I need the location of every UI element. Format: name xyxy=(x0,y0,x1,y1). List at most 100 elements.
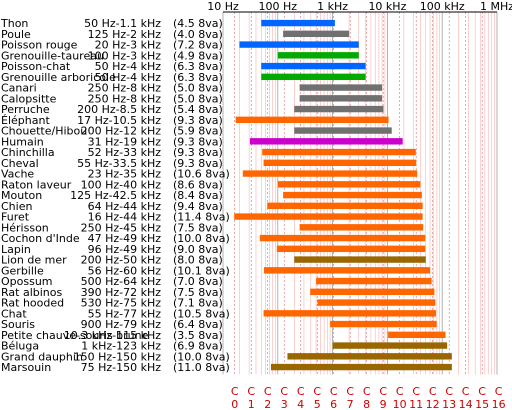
hearing-range-bar xyxy=(235,116,389,124)
hearing-range-bar xyxy=(261,19,335,27)
octave-letter: C xyxy=(495,385,503,398)
animal-name: Grenouille arboricole xyxy=(1,71,116,84)
octave-span: (6.3 8va) xyxy=(173,60,223,73)
octave-number: 12 xyxy=(426,398,440,410)
octave-letter: C xyxy=(297,385,305,398)
frequency-range: 96 Hz-49 kHz xyxy=(88,243,162,256)
hearing-range-bar xyxy=(239,41,359,48)
frequency-range: 50 Hz-4 kHz xyxy=(95,71,162,84)
animal-name: Raton laveur xyxy=(1,178,72,191)
octave-number: 6 xyxy=(330,398,337,410)
rows: Thon 50 Hz-1.1 kHz (4.5 8va) Poule 125 Hz-2 … xyxy=(0,17,452,374)
octave-letter: C xyxy=(429,385,437,398)
hearing-range-bar xyxy=(388,331,446,339)
animal-name: Furet xyxy=(1,211,30,224)
animal-row: Poisson rouge 20 Hz-3 kHz (7.2 8va) xyxy=(1,39,359,52)
octave-span: (9.0 8va) xyxy=(173,243,223,256)
octave-span: (7.2 8va) xyxy=(173,39,223,52)
octave-number: 0 xyxy=(231,398,238,410)
octave-span: (10.6 8va) xyxy=(173,168,230,181)
frequency-range: 250 Hz-8 kHz xyxy=(88,82,162,95)
octave-span: (5.0 8va) xyxy=(173,92,223,105)
animal-row: Chinchilla 52 Hz-33 kHz (9.3 8va) xyxy=(1,146,416,159)
animal-name: Vache xyxy=(1,168,34,181)
frequency-range: 250 Hz-8 kHz xyxy=(88,92,162,105)
frequency-range: 500 Hz-64 kHz xyxy=(81,275,162,288)
animal-row: Vache 23 Hz-35 kHz (10.6 8va) xyxy=(1,168,418,181)
frequency-range: 64 Hz-44 kHz xyxy=(88,200,162,213)
octave-span: (7.5 8va) xyxy=(173,221,223,234)
frequency-range: 1 kHz-123 kHz xyxy=(81,340,161,353)
hearing-range-bar xyxy=(283,30,350,38)
octave-span: (8.6 8va) xyxy=(173,178,223,191)
hearing-range-bar xyxy=(287,353,452,360)
animal-row: Rat albinos 390 Hz-72 kHz (7.5 8va) xyxy=(1,286,435,299)
octave-letter: C xyxy=(412,385,420,398)
octave-span: (5.0 8va) xyxy=(173,82,223,95)
octave-span: (4.5 8va) xyxy=(173,17,223,30)
hearing-range-bar xyxy=(317,299,436,306)
frequency-range: 50 Hz-1.1 kHz xyxy=(84,17,161,30)
animal-name: Thon xyxy=(0,17,28,30)
frequency-range: 16 Hz-44 kHz xyxy=(88,211,162,224)
animal-name: Lapin xyxy=(1,243,31,256)
frequency-range: 900 Hz-79 kHz xyxy=(81,318,162,331)
octave-span: (11.0 8va) xyxy=(173,361,230,374)
octave-span: (9.3 8va) xyxy=(173,146,223,159)
animal-row: Hérisson 250 Hz-45 kHz (7.5 8va) xyxy=(1,221,424,234)
hearing-range-bar xyxy=(310,288,435,296)
animal-row: Rat hooded 530 Hz-75 kHz (7.1 8va) xyxy=(1,297,436,310)
frequency-range: 56 Hz-60 kHz xyxy=(88,264,162,277)
octave-number: 14 xyxy=(459,398,473,410)
hearing-range-bar xyxy=(262,148,416,156)
animal-name: Béluga xyxy=(1,340,39,353)
animal-name: Souris xyxy=(1,318,35,331)
octave-letter: C xyxy=(330,385,338,398)
animal-name: Calopsitte xyxy=(1,92,57,105)
hearing-range-bar xyxy=(259,234,426,242)
octave-span: (6.4 8va) xyxy=(173,318,223,331)
octave-letter: C xyxy=(379,385,387,398)
animal-name: Poule xyxy=(1,28,31,41)
animal-name: Chat xyxy=(1,307,27,320)
octave-letter: C xyxy=(247,385,255,398)
hearing-range-bar xyxy=(249,138,403,145)
hearing-range-bar xyxy=(299,84,383,91)
top-tick-label: 10 kHz xyxy=(368,0,406,13)
animal-row: Cheval 55 Hz-33.5 kHz (9.3 8va) xyxy=(1,157,417,170)
octave-span: (9.4 8va) xyxy=(173,200,223,213)
octave-number: 7 xyxy=(347,398,354,410)
animal-name: Perruche xyxy=(1,103,50,116)
animal-name: Cochon d'Inde xyxy=(1,232,80,245)
animal-row: Calopsitte 250 Hz-8 kHz (5.0 8va) xyxy=(1,92,383,105)
animal-name: Chien xyxy=(1,200,32,213)
animal-name: Humain xyxy=(1,135,44,148)
octave-number: 11 xyxy=(409,398,423,410)
hearing-range-bar xyxy=(276,245,426,253)
frequency-range: 20 Hz-3 kHz xyxy=(95,39,162,52)
top-tick-label: 1 MHz xyxy=(480,0,512,13)
frequency-range: 100 Hz-40 kHz xyxy=(81,178,162,191)
top-tick-label: 10 Hz xyxy=(207,0,239,13)
hearing-range-bar xyxy=(332,342,448,349)
frequency-range: 150 Hz-150 kHz xyxy=(74,350,162,363)
animal-name: Cheval xyxy=(1,157,39,170)
octave-number: 5 xyxy=(314,398,321,410)
octave-number: 9 xyxy=(380,398,387,410)
animal-name: Rat hooded xyxy=(1,297,64,310)
octave-axis: C0C1C2C3C4C5C6C7C8C9C10C11C12C13C14C15C1… xyxy=(231,385,506,410)
animal-row: Opossum 500 Hz-64 kHz (7.0 8va) xyxy=(1,275,432,288)
animal-row: Gerbille 56 Hz-60 kHz (10.1 8va) xyxy=(1,264,431,277)
frequency-range: 23 Hz-35 kHz xyxy=(88,168,162,181)
top-tick-label: 100 Hz xyxy=(259,0,298,13)
animal-name: Mouton xyxy=(1,189,42,202)
animal-row: Poisson-chat 50 Hz-4 kHz (6.3 8va) xyxy=(1,60,366,73)
octave-span: (10.0 8va) xyxy=(173,232,230,245)
frequency-range: 125 Hz-2 kHz xyxy=(88,28,162,41)
hearing-range-bar xyxy=(242,170,418,177)
